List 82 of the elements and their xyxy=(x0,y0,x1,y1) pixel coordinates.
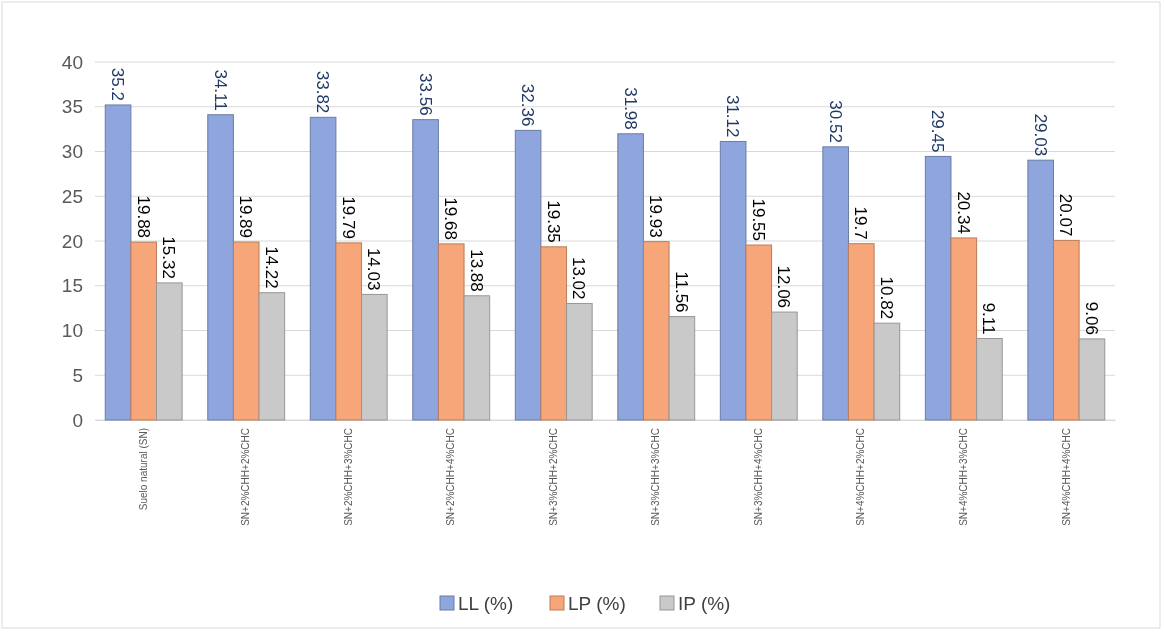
bar xyxy=(924,155,952,421)
legend-label: LP (%) xyxy=(568,592,626,614)
data-label: 31.12 xyxy=(723,94,743,138)
data-label: 29.03 xyxy=(1030,113,1050,157)
bar xyxy=(540,246,568,421)
data-label: 9.11 xyxy=(979,302,999,335)
bar xyxy=(463,295,491,421)
bar xyxy=(130,241,158,421)
bar xyxy=(1078,338,1106,421)
bar xyxy=(719,140,747,421)
data-label: 19.35 xyxy=(543,200,563,243)
data-label: 19.68 xyxy=(441,197,461,240)
bar xyxy=(1052,239,1080,421)
y-tick-label: 0 xyxy=(72,409,83,431)
bar xyxy=(309,116,337,421)
x-tick-label: SN+2%CHH+4%CHC xyxy=(445,428,457,526)
x-tick-label: SN+4%CHH+4%CHC xyxy=(1060,428,1072,526)
bar xyxy=(207,114,234,421)
data-label: 29.45 xyxy=(928,109,948,153)
bar xyxy=(361,293,388,421)
bar xyxy=(950,237,978,421)
y-tick-label: 20 xyxy=(61,230,83,252)
bar xyxy=(335,242,363,421)
data-label: 20.34 xyxy=(953,191,973,234)
bar xyxy=(976,337,1003,421)
y-tick-label: 15 xyxy=(61,275,83,297)
data-label: 30.52 xyxy=(825,100,845,143)
bar xyxy=(668,316,696,421)
x-tick-label: SN+4%CHH+2%CHC xyxy=(855,428,867,526)
data-label: 19.7 xyxy=(851,206,871,240)
data-label: 32.36 xyxy=(518,83,538,127)
x-tick-label: SN+3%CHH+3%CHC xyxy=(650,428,662,526)
data-label: 34.11 xyxy=(210,69,230,111)
y-tick-label: 30 xyxy=(61,141,83,163)
x-tick-label: SN+2%CHH+2%CHC xyxy=(240,428,252,526)
bar xyxy=(156,282,183,421)
x-tick-label: SN+3%CHH+2%CHC xyxy=(547,428,559,526)
x-tick-label: SN+3%CHH+4%CHC xyxy=(752,428,764,526)
bar xyxy=(258,292,286,421)
bar xyxy=(437,243,465,421)
data-label: 19.79 xyxy=(338,196,358,239)
data-label: 19.89 xyxy=(236,195,256,238)
data-label: 11.56 xyxy=(671,271,691,313)
x-tick-label: SN+4%CHH+3%CHC xyxy=(957,428,969,526)
bar xyxy=(822,146,849,421)
data-label: 19.88 xyxy=(133,195,153,239)
bar xyxy=(745,244,773,421)
y-tick-label: 40 xyxy=(61,51,83,73)
y-tick-label: 5 xyxy=(72,364,83,386)
data-label: 19.55 xyxy=(748,198,768,242)
x-tick-label: SN+2%CHH+3%CHC xyxy=(342,428,354,526)
data-label: 35.2 xyxy=(108,67,128,101)
data-label: 33.56 xyxy=(415,73,435,116)
bar xyxy=(1027,159,1054,421)
data-label: 19.93 xyxy=(646,195,666,238)
y-tick-label: 25 xyxy=(61,185,83,207)
bar xyxy=(412,119,439,421)
y-tick-label: 35 xyxy=(61,96,83,118)
bar xyxy=(847,243,875,421)
bar xyxy=(771,311,798,421)
data-label: 33.82 xyxy=(313,70,333,114)
bar xyxy=(232,241,260,421)
bar xyxy=(104,104,132,421)
data-label: 13.02 xyxy=(569,256,589,300)
data-label: 10.82 xyxy=(876,276,896,320)
legend-label: IP (%) xyxy=(678,592,731,614)
data-label: 15.32 xyxy=(159,236,179,279)
y-tick-label: 10 xyxy=(61,320,83,342)
data-label: 31.98 xyxy=(620,87,640,130)
bar xyxy=(642,241,670,421)
bar xyxy=(566,302,593,421)
data-label: 9.06 xyxy=(1081,301,1101,335)
bar xyxy=(873,322,901,421)
x-tick-label: Suelo natural (SN) xyxy=(137,428,149,511)
data-label: 20.07 xyxy=(1056,193,1076,237)
bar xyxy=(617,133,644,421)
data-label: 14.03 xyxy=(364,247,384,291)
data-label: 13.88 xyxy=(466,249,486,292)
bar xyxy=(514,129,542,421)
data-label: 12.06 xyxy=(774,265,794,309)
data-label: 14.22 xyxy=(261,246,281,289)
legend-label: LL (%) xyxy=(458,592,514,614)
